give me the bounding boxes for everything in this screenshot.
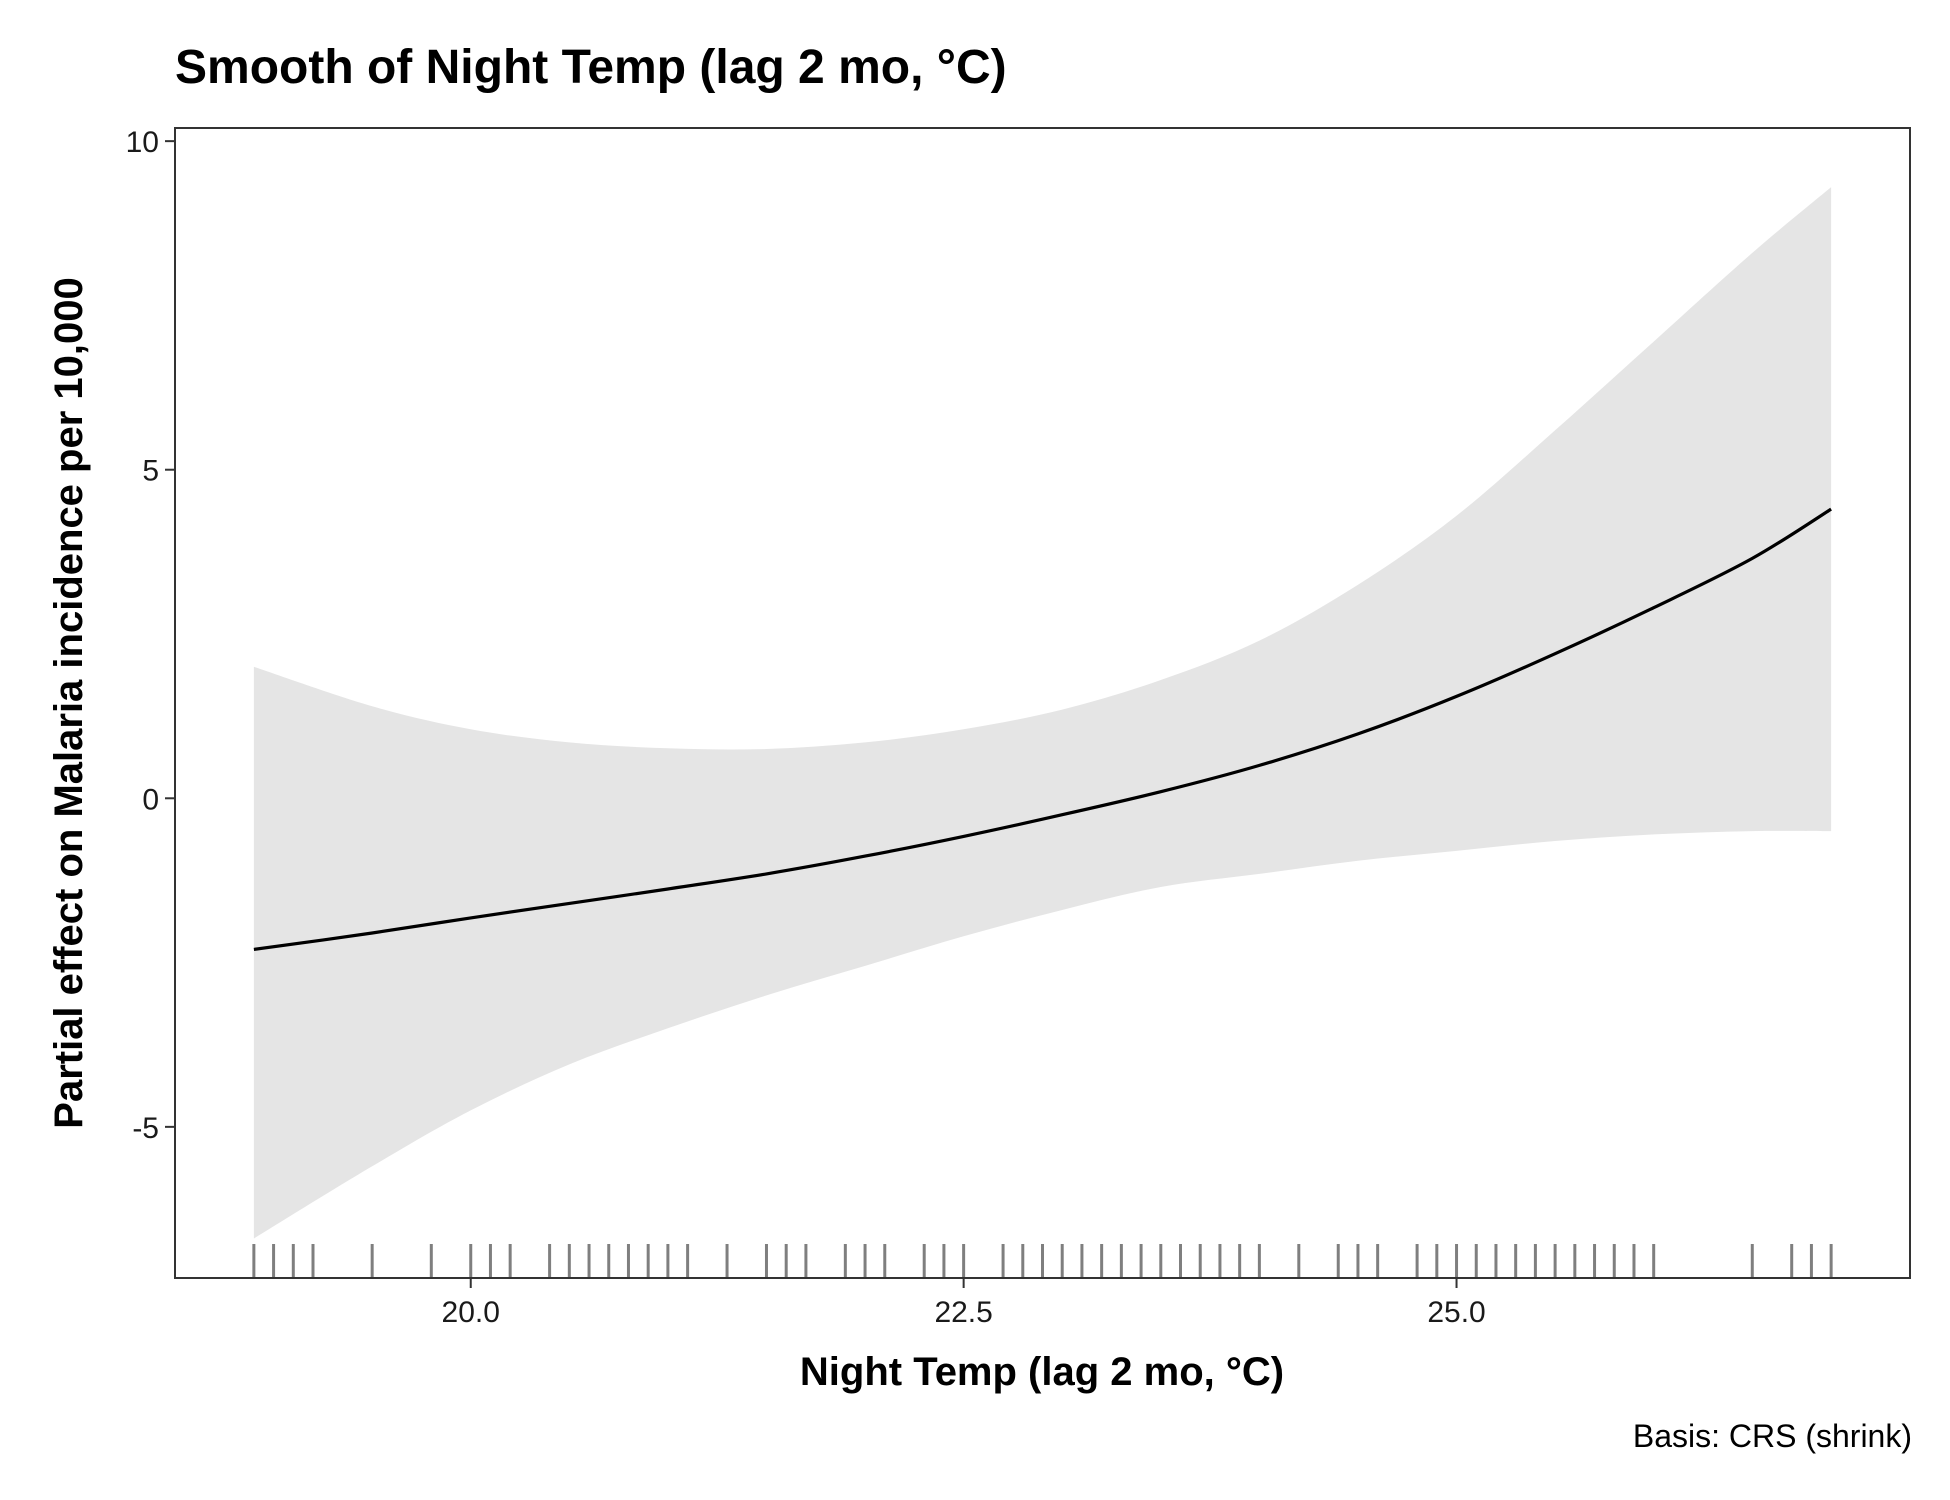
- fit-line-layer: [253, 507, 1832, 951]
- y-tick-label: -5: [132, 1112, 159, 1145]
- chart-title: Smooth of Night Temp (lag 2 mo, °C): [175, 41, 1007, 94]
- x-axis: 20.0 22.5 25.0: [442, 1278, 1486, 1329]
- y-tick-label: 10: [126, 126, 159, 159]
- y-tick-label: 5: [142, 455, 159, 488]
- y-axis: -5 0 5 10: [126, 126, 175, 1145]
- confidence-band-layer: [253, 187, 1832, 1239]
- fit-line: [253, 507, 1832, 951]
- panel-frame: [174, 127, 1911, 1279]
- x-tick-label: 22.5: [934, 1296, 992, 1329]
- x-axis-title: Night Temp (lag 2 mo, °C): [800, 1350, 1284, 1394]
- confidence-band: [253, 187, 1832, 1239]
- x-tick-label: 25.0: [1427, 1296, 1485, 1329]
- x-tick-label: 20.0: [442, 1296, 500, 1329]
- basis-caption: Basis: CRS (shrink): [1632, 1418, 1912, 1454]
- rug-layer: [252, 1244, 1833, 1278]
- y-axis-title: Partial effect on Malaria incidence per …: [47, 277, 91, 1128]
- y-tick-label: 0: [142, 783, 159, 816]
